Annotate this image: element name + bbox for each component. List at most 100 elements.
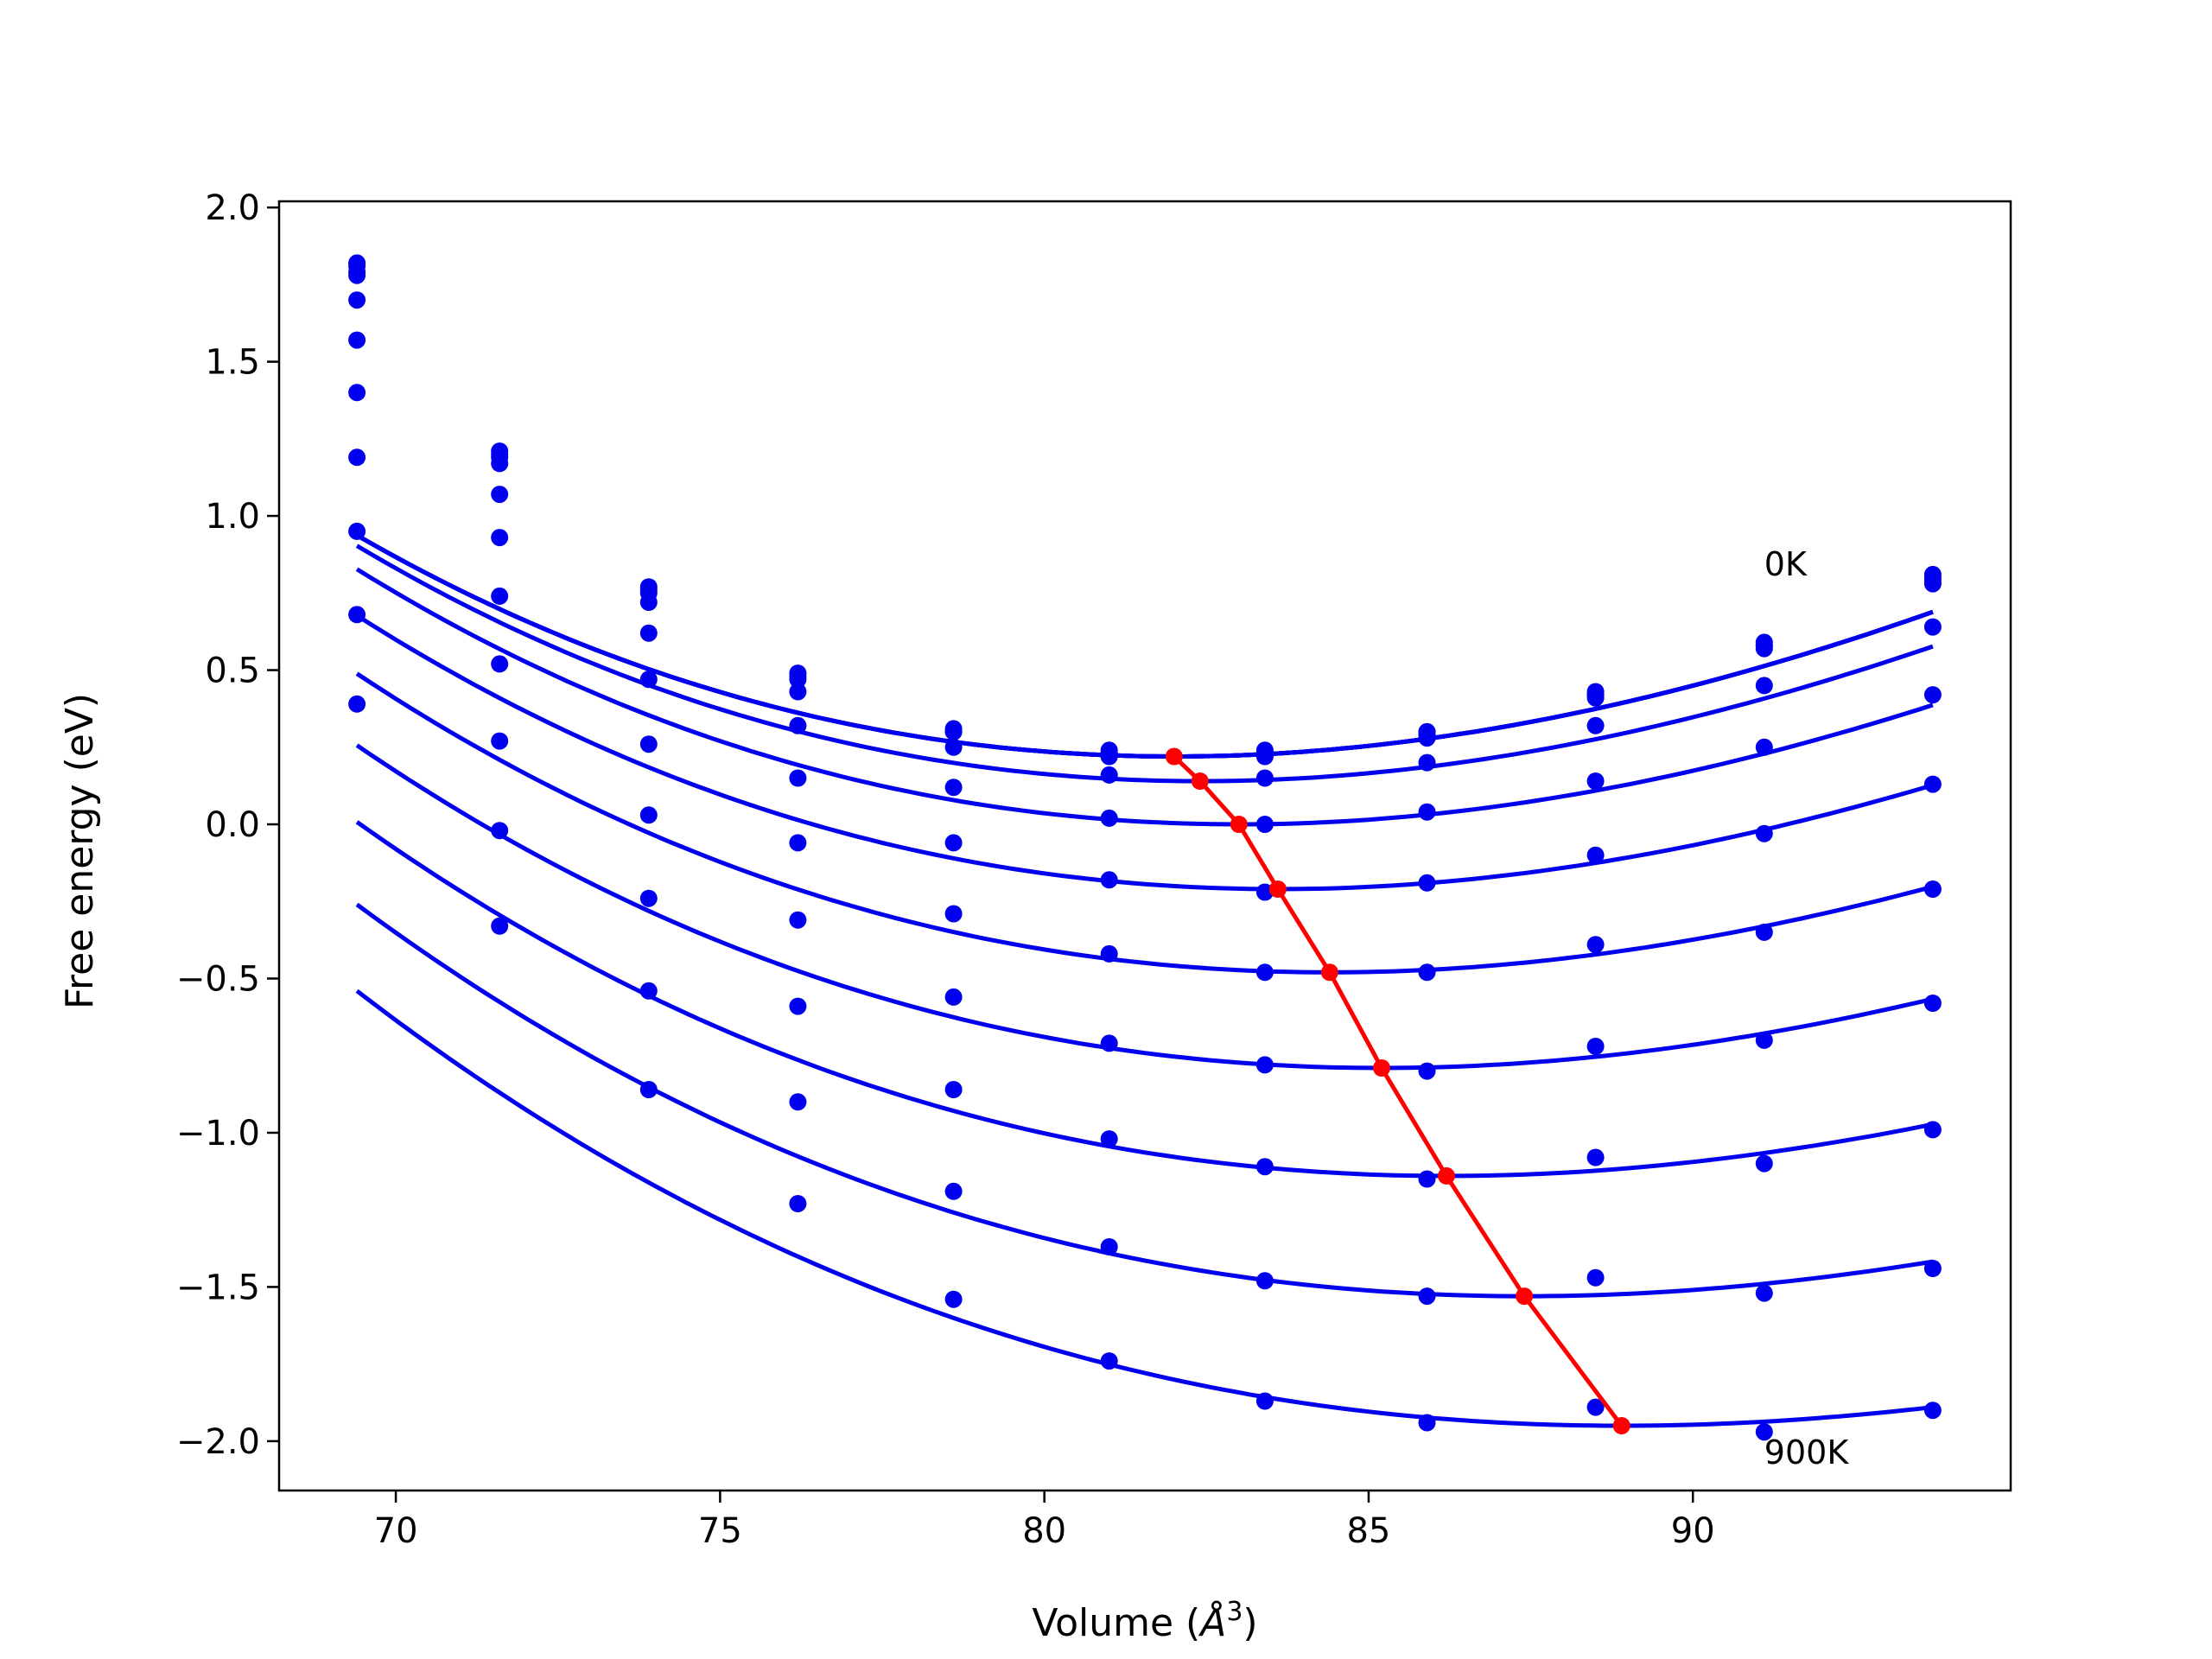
minimum-point: [1165, 747, 1183, 766]
x-tick-label: 85: [1346, 1511, 1390, 1551]
data-point: [789, 671, 807, 689]
data-point: [1100, 1130, 1118, 1148]
minimum-point: [1516, 1287, 1534, 1306]
data-point: [1100, 809, 1118, 827]
data-point: [1100, 871, 1118, 889]
data-point: [1418, 963, 1436, 982]
data-point: [1418, 1062, 1436, 1080]
data-point: [789, 716, 807, 734]
data-point: [639, 806, 658, 824]
data-point: [944, 905, 963, 923]
data-point: [348, 606, 366, 624]
data-point: [789, 769, 807, 787]
data-point: [491, 529, 509, 547]
y-tick-label: −0.5: [176, 959, 260, 999]
data-point: [348, 448, 366, 467]
y-tick-label: 0.5: [205, 652, 260, 691]
data-point: [1755, 1154, 1773, 1173]
data-point: [789, 911, 807, 929]
data-point: [639, 735, 658, 753]
y-axis-ticks: 2.0 1.5 1.0 0.5 0.0 −0.5 −1.0 −1.5 −2.0: [176, 188, 279, 1462]
minimum-point: [1268, 880, 1287, 898]
data-point: [1255, 1392, 1274, 1410]
data-point: [944, 988, 963, 1006]
data-point: [1255, 747, 1274, 766]
data-point: [491, 587, 509, 605]
data-point: [491, 917, 509, 935]
data-point: [1755, 639, 1773, 658]
data-point: [1923, 995, 1942, 1012]
data-point: [1418, 874, 1436, 892]
data-point: [348, 522, 366, 540]
temperature-label: 900K: [1764, 1433, 1850, 1471]
x-axis-unit-superscript: 3: [1226, 1597, 1243, 1627]
fit-curve-7: [355, 671, 1934, 975]
y-tick-label: 0.0: [205, 805, 260, 845]
y-tick-label: −2.0: [176, 1422, 260, 1462]
x-tick-label: 70: [374, 1511, 418, 1551]
data-point: [1100, 1238, 1118, 1255]
data-point: [1586, 1398, 1605, 1416]
data-point: [348, 291, 366, 309]
data-point: [348, 331, 366, 349]
data-point: [1418, 803, 1436, 821]
data-point: [1923, 880, 1942, 898]
y-axis-title: Free energy (eV): [58, 693, 102, 1009]
data-point: [1100, 944, 1118, 963]
data-point: [639, 982, 658, 1000]
y-tick-label: −1.0: [176, 1114, 260, 1154]
data-point: [1755, 923, 1773, 941]
minimum-point: [1191, 772, 1209, 790]
data-point: [639, 624, 658, 642]
data-point: [1586, 936, 1605, 954]
fit-curve-11: [355, 988, 1934, 1428]
data-point: [1755, 1423, 1773, 1441]
data-point: [1923, 686, 1942, 704]
fit-curve-10: [355, 902, 1934, 1299]
data-point: [1586, 1268, 1605, 1287]
fit-curve-5: [355, 567, 1934, 827]
data-point: [1255, 1056, 1274, 1074]
data-point: [1586, 1148, 1605, 1166]
data-point: [639, 1081, 658, 1098]
data-point: [348, 384, 366, 402]
data-point: [1255, 816, 1274, 833]
y-tick-label: 1.5: [205, 343, 260, 383]
x-tick-label: 90: [1671, 1511, 1715, 1551]
data-point: [1418, 729, 1436, 747]
data-point: [1923, 1260, 1942, 1277]
data-point: [944, 1182, 963, 1200]
data-point: [491, 655, 509, 673]
minimum-point: [1373, 1059, 1390, 1077]
data-point: [1255, 963, 1274, 982]
data-point: [1100, 1352, 1118, 1370]
data-point: [348, 695, 366, 713]
data-points: [348, 254, 1942, 1441]
data-point: [1923, 618, 1942, 636]
data-point: [1923, 575, 1942, 593]
data-point: [944, 722, 963, 741]
data-point: [639, 889, 658, 907]
data-point: [1923, 775, 1942, 793]
data-point: [491, 732, 509, 750]
fit-curve-6: [355, 613, 1934, 892]
x-axis-unit: Å: [1198, 1599, 1226, 1645]
y-tick-label: 1.0: [205, 497, 260, 537]
data-point: [1100, 766, 1118, 784]
data-point: [639, 594, 658, 611]
data-point: [1100, 747, 1118, 766]
data-point: [1100, 1034, 1118, 1052]
minimum-point: [1320, 963, 1338, 982]
data-point: [944, 834, 963, 852]
x-axis-title-close: ): [1243, 1601, 1257, 1645]
data-point: [789, 997, 807, 1015]
x-axis-title: Volume (Å3): [1032, 1597, 1257, 1645]
data-point: [1255, 1158, 1274, 1176]
data-point: [1586, 716, 1605, 734]
data-point: [1755, 824, 1773, 842]
data-point: [1418, 1414, 1436, 1432]
minimum-line: [1165, 747, 1630, 1434]
data-point: [1586, 846, 1605, 864]
